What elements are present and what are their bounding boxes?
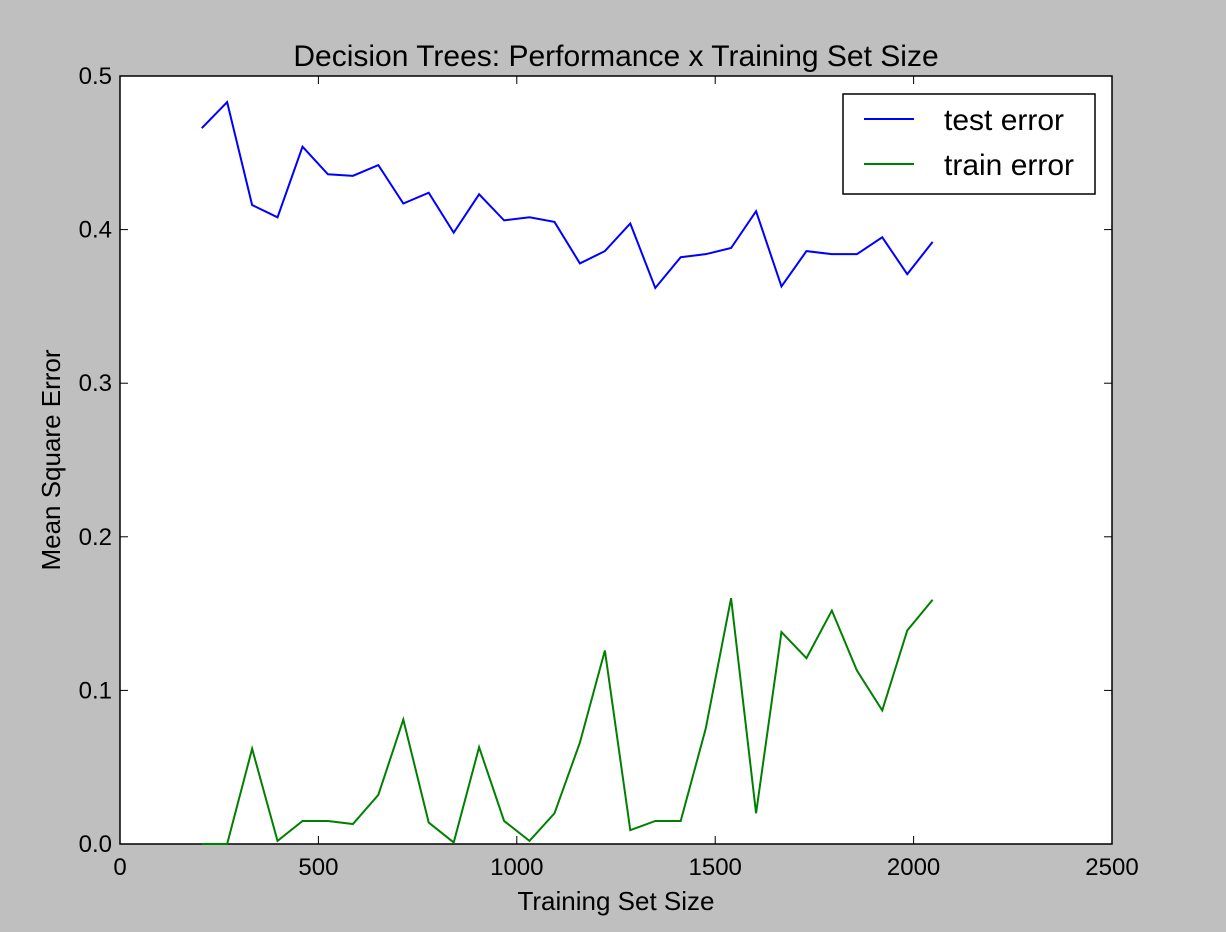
series-line-train-error	[201, 598, 934, 845]
y-tick-label: 0.3	[79, 370, 112, 397]
x-tick-label: 500	[298, 854, 338, 881]
x-axis-label: Training Set Size	[517, 886, 714, 916]
series-layer	[201, 100, 934, 845]
plot-area	[119, 75, 1113, 845]
x-axis: 0 500 1000 1500 2000 2500	[113, 76, 1139, 881]
y-tick-label: 0.2	[79, 524, 112, 551]
y-tick-label: 0.4	[79, 217, 112, 244]
x-tick-label: 1000	[490, 854, 543, 881]
legend: test error train error	[842, 93, 1096, 195]
x-tick-label: 2000	[887, 854, 940, 881]
y-axis-label: Mean Square Error	[36, 349, 66, 570]
legend-box	[842, 93, 1096, 195]
x-tick-label: 2500	[1085, 854, 1138, 881]
x-tick-label: 1500	[689, 854, 742, 881]
legend-label-test-error: test error	[944, 104, 1064, 137]
legend-label-train-error: train error	[944, 149, 1074, 182]
y-tick-label: 0.1	[79, 677, 112, 704]
y-tick-label: 0.0	[79, 831, 112, 858]
series-line-test-error	[201, 100, 934, 290]
y-tick-label: 0.5	[79, 63, 112, 90]
x-tick-label: 0	[113, 854, 126, 881]
chart-title: Decision Trees: Performance x Training S…	[293, 40, 938, 73]
y-axis: 0.0 0.1 0.2 0.3 0.4 0.5	[79, 63, 1112, 858]
